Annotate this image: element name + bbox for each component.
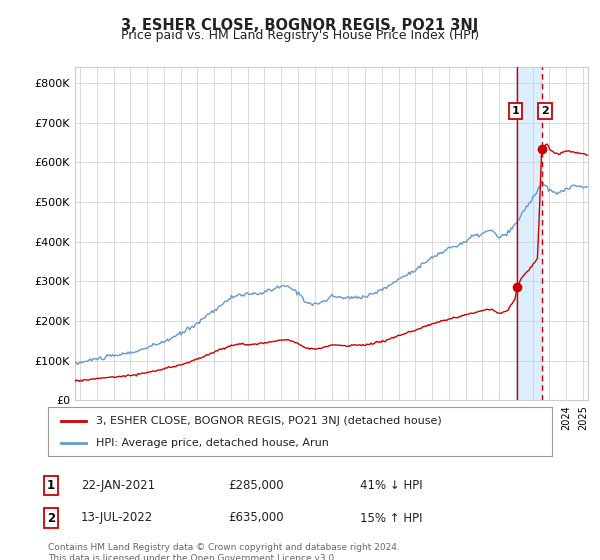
- Text: 1: 1: [47, 479, 55, 492]
- Text: 3, ESHER CLOSE, BOGNOR REGIS, PO21 3NJ: 3, ESHER CLOSE, BOGNOR REGIS, PO21 3NJ: [121, 18, 479, 33]
- Text: 13-JUL-2022: 13-JUL-2022: [81, 511, 153, 525]
- Bar: [517, 67, 542, 400]
- Text: 1: 1: [511, 106, 519, 116]
- Text: 2: 2: [47, 511, 55, 525]
- Text: Price paid vs. HM Land Registry's House Price Index (HPI): Price paid vs. HM Land Registry's House …: [121, 29, 479, 42]
- Text: HPI: Average price, detached house, Arun: HPI: Average price, detached house, Arun: [96, 438, 329, 448]
- Text: 22-JAN-2021: 22-JAN-2021: [81, 479, 155, 492]
- Text: 15% ↑ HPI: 15% ↑ HPI: [360, 511, 422, 525]
- Text: 41% ↓ HPI: 41% ↓ HPI: [360, 479, 422, 492]
- Text: Contains HM Land Registry data © Crown copyright and database right 2024.
This d: Contains HM Land Registry data © Crown c…: [48, 543, 400, 560]
- Text: 2: 2: [541, 106, 549, 116]
- Text: £635,000: £635,000: [228, 511, 284, 525]
- Text: £285,000: £285,000: [228, 479, 284, 492]
- Text: 3, ESHER CLOSE, BOGNOR REGIS, PO21 3NJ (detached house): 3, ESHER CLOSE, BOGNOR REGIS, PO21 3NJ (…: [96, 416, 442, 426]
